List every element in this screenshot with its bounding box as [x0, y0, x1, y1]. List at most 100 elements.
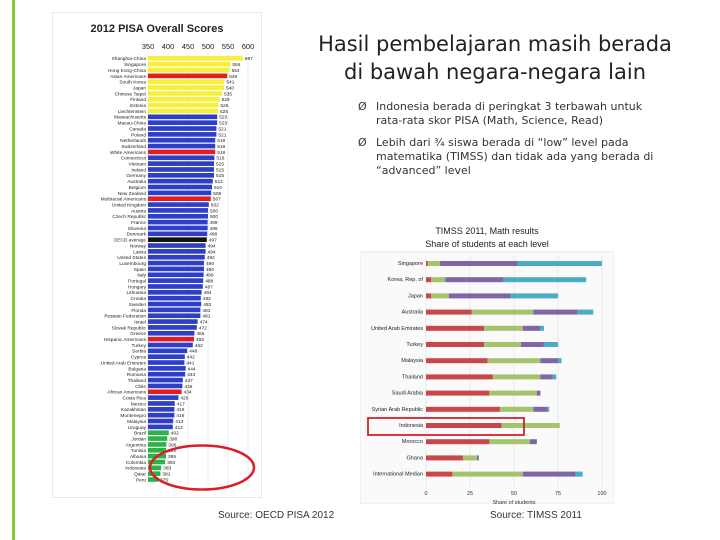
pisa-value-label: 494: [208, 243, 216, 249]
pisa-bar: [148, 126, 217, 131]
timss-bar-segment: [426, 406, 500, 412]
pisa-category-label: Serbia: [132, 349, 146, 355]
timss-bar-segment: [517, 261, 602, 266]
timss-bar-segment: [431, 277, 446, 283]
pisa-value-label: 497: [209, 238, 217, 244]
pisa-value-label: 556: [232, 62, 240, 68]
timss-bar-segment: [577, 309, 594, 315]
pisa-value-label: 481: [202, 308, 210, 314]
pisa-bar: [148, 325, 197, 330]
timss-bar-segment: [487, 358, 541, 364]
pisa-value-label: 474: [200, 319, 208, 325]
timss-category-label: Thailand: [402, 374, 423, 380]
pisa-category-label: Luxembourg: [119, 261, 146, 267]
pisa-bar: [148, 96, 220, 102]
pisa-category-label: Croatia: [131, 296, 147, 302]
pisa-category-label: White Americans: [110, 150, 147, 156]
pisa-bar: [148, 348, 188, 354]
timss-category-label: Singapore: [398, 261, 423, 267]
pisa-category-label: Latvia: [133, 249, 146, 255]
timss-category-label: International Median: [373, 472, 423, 478]
pisa-value-label: 465: [196, 337, 204, 343]
bullet-list: Ø Indonesia berada di peringkat 3 terbaw…: [356, 100, 656, 186]
pisa-value-label: 482: [203, 296, 211, 302]
pisa-value-label: 518: [217, 138, 225, 144]
pisa-category-label: Florida: [131, 308, 146, 314]
pisa-category-label: Netherlands: [120, 138, 146, 144]
timss-bar-segment: [431, 293, 449, 299]
pisa-value-label: 412: [175, 425, 183, 431]
timss-x-tick-label: 25: [467, 491, 473, 497]
pisa-category-label: Turkey: [132, 343, 147, 349]
pisa-bar: [148, 366, 186, 371]
pisa-bar: [148, 149, 216, 155]
pisa-bar: [148, 377, 183, 383]
timss-bar-segment: [445, 277, 504, 283]
pisa-value-label: 441: [186, 360, 194, 366]
pisa-value-label: 393: [167, 460, 175, 466]
pisa-category-label: Spain: [134, 267, 147, 273]
pisa-bar: [148, 307, 201, 313]
slide-accent-bar: [0, 0, 38, 540]
timss-category-label: Indonesia: [399, 423, 424, 429]
pisa-value-label: 554: [232, 68, 240, 74]
pisa-value-label: 510: [214, 185, 222, 191]
source-timss: Source: TIMSS 2011: [490, 510, 582, 521]
timss-x-tick-label: 0: [424, 491, 427, 497]
pisa-category-label: Mexico: [131, 401, 147, 407]
pisa-category-label: Russian Federation: [104, 314, 146, 320]
timss-category-label: Saudi Arabia: [392, 391, 424, 397]
pisa-bar: [148, 471, 161, 476]
pisa-bar: [148, 395, 179, 400]
pisa-value-label: 507: [213, 197, 221, 203]
timss-bar-segment: [547, 406, 550, 412]
slide-title-line-1: Hasil pembelajaran masih berada: [318, 32, 672, 56]
pisa-category-label: Macau-China: [117, 121, 146, 127]
pisa-bar: [148, 295, 201, 301]
pisa-value-label: 481: [202, 314, 210, 320]
pisa-x-tick-label: 500: [202, 42, 215, 51]
pisa-value-label: 508: [213, 191, 221, 197]
bullet-text-1: Indonesia berada di peringkat 3 terbawah…: [376, 100, 643, 127]
pisa-value-label: 483: [203, 302, 211, 308]
pisa-value-label: 443: [187, 372, 195, 378]
timss-bar-segment: [489, 439, 530, 445]
pisa-category-label: Vietnam: [128, 162, 146, 168]
pisa-bar: [148, 73, 228, 79]
timss-category-label: Malaysia: [401, 358, 424, 364]
pisa-value-label: 413: [175, 419, 183, 425]
pisa-category-label: OECD average: [113, 238, 146, 244]
timss-bar-segment: [448, 293, 511, 299]
pisa-value-label: 375: [160, 477, 168, 483]
pisa-bar: [148, 260, 204, 266]
pisa-value-label: 521: [218, 126, 226, 132]
pisa-value-label: 587: [245, 56, 253, 62]
pisa-bar: [148, 114, 218, 120]
timss-category-label: Ghana: [406, 455, 423, 461]
pisa-value-label: 436: [184, 384, 192, 390]
bullet-item-1: Ø Indonesia berada di peringkat 3 terbaw…: [356, 100, 656, 128]
pisa-value-label: 518: [217, 144, 225, 150]
pisa-bar: [148, 67, 230, 73]
pisa-category-label: Jordan: [131, 436, 146, 442]
timss-bar-segment: [510, 293, 558, 299]
pisa-category-label: Ireland: [131, 167, 146, 173]
pisa-category-label: Connecticut: [121, 156, 147, 162]
pisa-value-label: 398: [169, 436, 177, 442]
pisa-bar: [148, 465, 162, 471]
pisa-value-label: 395: [168, 448, 176, 454]
timss-bar-segment: [462, 455, 478, 461]
timss-bar-segment: [529, 439, 537, 445]
pisa-value-label: 494: [208, 249, 216, 255]
pisa-bar: [148, 108, 218, 114]
timss-bar-segment: [522, 471, 576, 477]
pisa-category-label: Hispanic Americans: [104, 337, 147, 343]
pisa-bar: [148, 85, 224, 90]
pisa-value-label: 500: [210, 208, 218, 214]
timss-bar-segment: [543, 342, 558, 347]
pisa-value-label: 541: [226, 80, 234, 86]
timss-category-label: Japan: [408, 293, 423, 299]
pisa-bar: [148, 266, 204, 272]
timss-bar-segment: [501, 423, 560, 428]
pisa-category-label: Massachusetts: [114, 115, 147, 121]
